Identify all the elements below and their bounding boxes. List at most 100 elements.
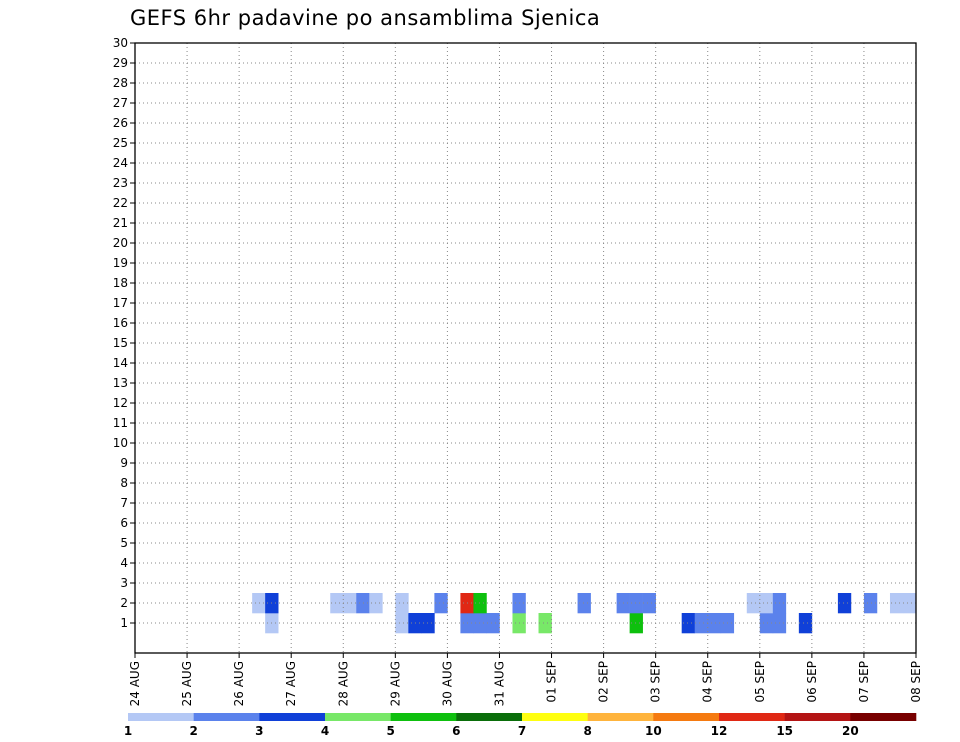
heatmap-cell — [577, 593, 591, 614]
x-tick-label: 04 SEP — [701, 661, 715, 703]
legend-label: 12 — [711, 724, 728, 738]
y-tick-label: 19 — [113, 256, 128, 270]
heatmap-cell — [889, 593, 904, 614]
x-tick-label: 07 SEP — [857, 661, 871, 703]
chart-title: GEFS 6hr padavine po ansamblima Sjenica — [130, 6, 601, 30]
y-tick-label: 25 — [113, 136, 128, 150]
y-tick-label: 28 — [113, 76, 128, 90]
legend-label: 8 — [583, 724, 591, 738]
y-tick-label: 14 — [113, 356, 128, 370]
legend-swatch — [653, 713, 720, 721]
y-tick-label: 11 — [113, 416, 128, 430]
y-tick-label: 15 — [113, 336, 128, 350]
legend-label: 2 — [189, 724, 197, 738]
heatmap-cell — [330, 593, 344, 614]
x-tick-label: 29 AUG — [388, 661, 402, 706]
heatmap-cell — [863, 593, 878, 614]
legend-swatch — [456, 713, 523, 721]
x-tick-label: 01 SEP — [545, 661, 559, 703]
y-tick-label: 16 — [113, 316, 128, 330]
legend-swatch — [325, 713, 391, 721]
y-tick-label: 20 — [113, 236, 128, 250]
heatmap-cell — [343, 593, 357, 614]
y-tick-label: 18 — [113, 276, 128, 290]
heatmap-cell — [759, 593, 774, 614]
legend-label: 6 — [452, 724, 460, 738]
heatmap-cell — [252, 593, 266, 614]
heatmap-cell — [759, 613, 774, 634]
heatmap-cell — [486, 613, 500, 634]
legend-label: 4 — [321, 724, 329, 738]
legend-label: 3 — [255, 724, 263, 738]
legend-label: 7 — [518, 724, 526, 738]
y-tick-label: 3 — [120, 576, 128, 590]
legend-swatch — [784, 713, 851, 721]
y-tick-label: 6 — [120, 516, 128, 530]
legend-swatch — [522, 713, 588, 721]
y-tick-label: 2 — [120, 596, 128, 610]
y-tick-label: 23 — [113, 176, 128, 190]
legend-label: 10 — [645, 724, 662, 738]
y-tick-label: 21 — [113, 216, 128, 230]
legend-label: 15 — [776, 724, 793, 738]
y-tick-label: 1 — [120, 616, 128, 630]
x-tick-label: 27 AUG — [284, 661, 298, 706]
legend-swatch — [128, 713, 194, 721]
y-tick-label: 4 — [120, 556, 128, 570]
x-tick-label: 26 AUG — [232, 661, 246, 706]
heatmap-cell — [837, 593, 852, 614]
heatmap-cell — [473, 593, 487, 614]
x-tick-label: 25 AUG — [180, 661, 194, 706]
y-tick-label: 5 — [120, 536, 128, 550]
y-tick-label: 17 — [113, 296, 128, 310]
heatmap-cell — [356, 593, 370, 614]
legend-swatch — [587, 713, 654, 721]
x-tick-label: 28 AUG — [336, 661, 350, 706]
y-tick-label: 27 — [113, 96, 128, 110]
heatmap-cell — [538, 613, 552, 634]
y-tick-label: 12 — [113, 396, 128, 410]
heatmap-cell — [629, 613, 643, 634]
y-tick-label: 24 — [113, 156, 128, 170]
heatmap-cell — [681, 613, 696, 634]
x-tick-label: 08 SEP — [909, 661, 923, 703]
heatmap-cell — [629, 593, 643, 614]
heatmap-cell — [395, 613, 409, 634]
x-tick-label: 06 SEP — [805, 661, 819, 703]
legend-swatch — [193, 713, 260, 721]
y-tick-label: 22 — [113, 196, 128, 210]
heatmap-cell — [434, 593, 448, 614]
legend-label: 20 — [842, 724, 859, 738]
legend-label: 1 — [124, 724, 132, 738]
legend-label: 5 — [386, 724, 394, 738]
x-tick-label: 02 SEP — [597, 661, 611, 703]
heatmap-cell — [746, 593, 761, 614]
heatmap-cell — [421, 613, 435, 634]
heatmap-cell — [694, 613, 709, 634]
heatmap-cell — [642, 593, 656, 614]
heatmap-cell — [473, 613, 487, 634]
x-tick-label: 05 SEP — [753, 661, 767, 703]
heatmap-cell — [798, 613, 813, 634]
y-tick-label: 10 — [113, 436, 128, 450]
x-tick-label: 24 AUG — [128, 661, 142, 706]
plot-frame — [134, 42, 917, 654]
legend-swatch — [390, 713, 457, 721]
heatmap-cell — [902, 593, 917, 614]
y-tick-label: 30 — [113, 36, 128, 50]
y-tick-label: 9 — [120, 456, 128, 470]
x-tick-label: 03 SEP — [649, 661, 663, 703]
y-tick-label: 8 — [120, 476, 128, 490]
y-tick-label: 26 — [113, 116, 128, 130]
x-tick-label: 31 AUG — [492, 661, 506, 706]
legend-swatch — [719, 713, 785, 721]
legend-swatch — [259, 713, 326, 721]
heatmap-cell — [707, 613, 722, 634]
y-tick-label: 13 — [113, 376, 128, 390]
y-tick-label: 7 — [120, 496, 128, 510]
y-tick-label: 29 — [113, 56, 128, 70]
heatmap-cell — [395, 593, 409, 614]
legend-swatch — [850, 713, 917, 721]
x-tick-label: 30 AUG — [440, 661, 454, 706]
